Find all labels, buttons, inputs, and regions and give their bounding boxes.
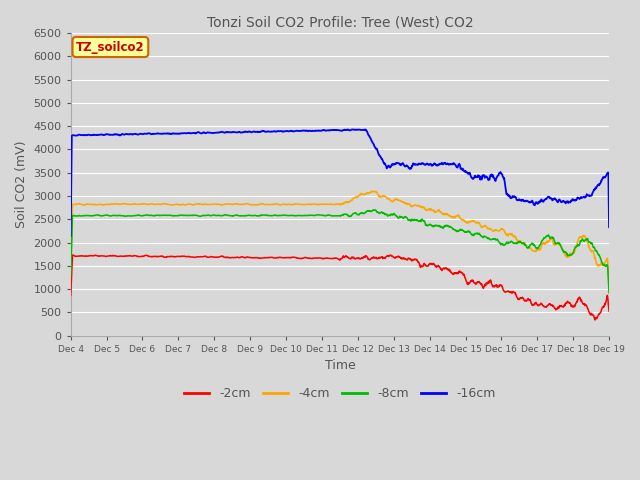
Legend: -2cm, -4cm, -8cm, -16cm: -2cm, -4cm, -8cm, -16cm <box>179 382 500 405</box>
X-axis label: Time: Time <box>324 359 355 372</box>
Y-axis label: Soil CO2 (mV): Soil CO2 (mV) <box>15 141 28 228</box>
Title: Tonzi Soil CO2 Profile: Tree (West) CO2: Tonzi Soil CO2 Profile: Tree (West) CO2 <box>207 15 473 29</box>
Text: TZ_soilco2: TZ_soilco2 <box>76 40 145 53</box>
